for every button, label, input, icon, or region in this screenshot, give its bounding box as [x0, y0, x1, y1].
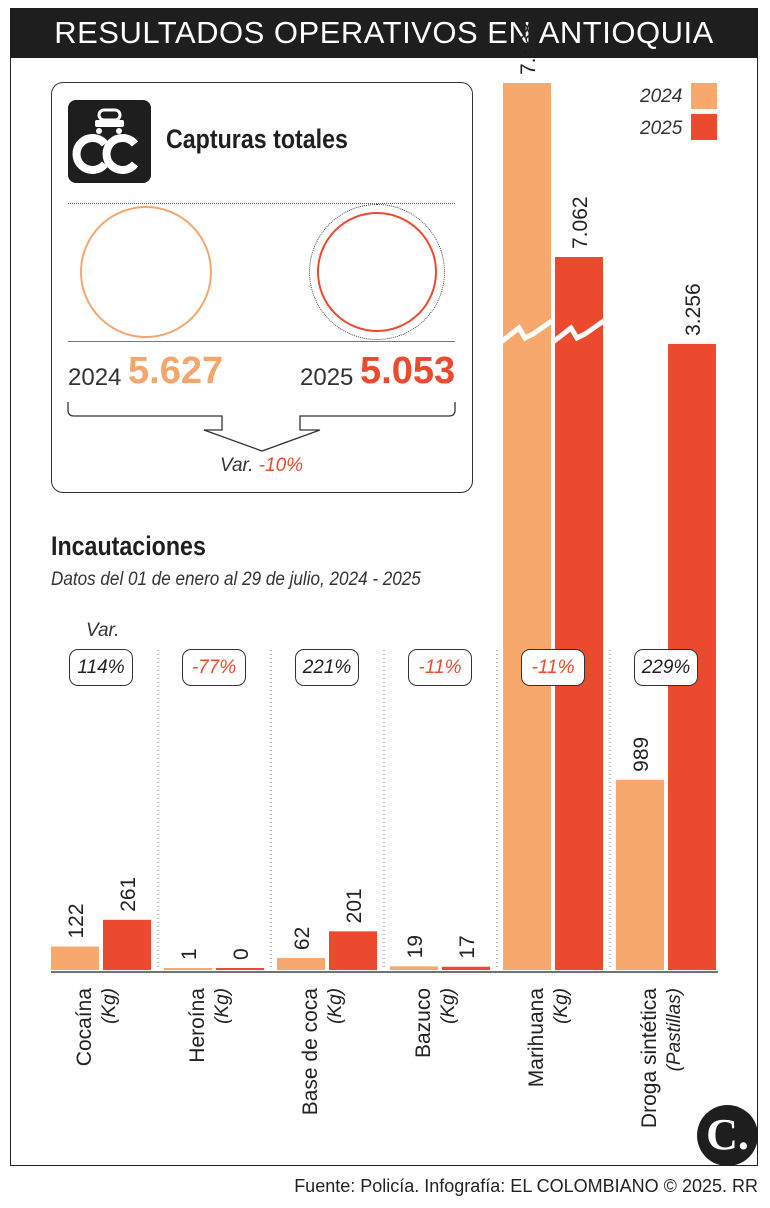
captures-variation: Var. -10% [220, 455, 303, 477]
data-label: 0 [230, 948, 253, 960]
section-subtitle: Datos del 01 de enero al 29 de julio, 20… [51, 569, 421, 590]
bar-2025 [442, 966, 490, 970]
unit-label: (Kg) [212, 988, 233, 1024]
unit-label: (Pastillas) [664, 988, 685, 1071]
bar-2025 [103, 919, 151, 970]
divider-dotted [68, 203, 455, 204]
data-label: 3.256 [682, 283, 705, 336]
section-title: Incautaciones [51, 531, 206, 561]
el-colombiano-logo: C. [697, 1105, 758, 1166]
captures-bracket [67, 402, 456, 452]
legend-swatch-2025 [691, 114, 717, 140]
unit-label: (Kg) [438, 988, 459, 1024]
category-label: Base de coca [299, 988, 322, 1116]
captures-value-2025: 5.053 [360, 350, 456, 392]
bar-2024 [503, 83, 551, 970]
bar-2025 [216, 968, 264, 970]
data-label: 201 [343, 888, 366, 923]
source-credit: Fuente: Policía. Infografía: EL COLOMBIA… [294, 1176, 758, 1196]
variation-badge: 221% [295, 649, 359, 686]
captures-year-2025: 2025 [300, 364, 354, 391]
category-label: Marihuana [525, 988, 548, 1088]
bar-2024 [390, 966, 438, 970]
unit-label: (Kg) [99, 988, 120, 1024]
captures-var-value: -10% [258, 455, 304, 476]
data-label: 19 [404, 935, 427, 958]
circle-2025 [317, 212, 437, 332]
axis-break [551, 317, 607, 344]
data-label: 122 [65, 903, 88, 938]
data-label: 1 [178, 948, 201, 960]
divider-solid [68, 341, 455, 342]
circle-2024 [80, 206, 212, 338]
data-label: 989 [630, 737, 653, 772]
data-label: 7.968 [517, 22, 540, 75]
unit-label: (Kg) [551, 988, 572, 1024]
data-label: 7.062 [569, 196, 592, 249]
variation-badge: -11% [521, 649, 585, 686]
captures-value-2024: 5.627 [128, 350, 224, 392]
category-label: Cocaína [73, 988, 96, 1067]
legend-label-2024: 2024 [640, 86, 683, 107]
variation-header: Var. [86, 620, 120, 641]
bar-2025 [329, 931, 377, 970]
legend-label-2025: 2025 [640, 118, 683, 139]
data-label: 62 [291, 927, 314, 950]
variation-badge: 114% [69, 649, 133, 686]
category-label: Bazuco [412, 988, 435, 1058]
variation-badge: 229% [634, 649, 698, 686]
bar-2024 [616, 779, 664, 970]
legend-swatch-2024 [691, 83, 717, 109]
axis-break [499, 317, 555, 344]
data-label: 17 [456, 935, 479, 958]
handcuffs-icon [68, 100, 151, 183]
captures-title: Capturas totales [166, 124, 348, 154]
captures-year-2024: 2024 [68, 364, 122, 391]
data-label: 261 [117, 877, 140, 912]
captures-var-label: Var. [220, 455, 254, 476]
unit-label: (Kg) [325, 988, 346, 1024]
page-title: RESULTADOS OPERATIVOS EN ANTIOQUIA [10, 8, 758, 58]
bar-2024 [164, 968, 212, 970]
bar-2025 [555, 257, 603, 970]
variation-badge: -11% [408, 649, 472, 686]
bar-2024 [277, 958, 325, 970]
circle-2025-outline [309, 204, 445, 340]
variation-badge: -77% [182, 649, 246, 686]
category-label: Droga sintética [638, 988, 661, 1128]
category-label: Heroína [186, 988, 209, 1063]
bar-2024 [51, 946, 99, 970]
